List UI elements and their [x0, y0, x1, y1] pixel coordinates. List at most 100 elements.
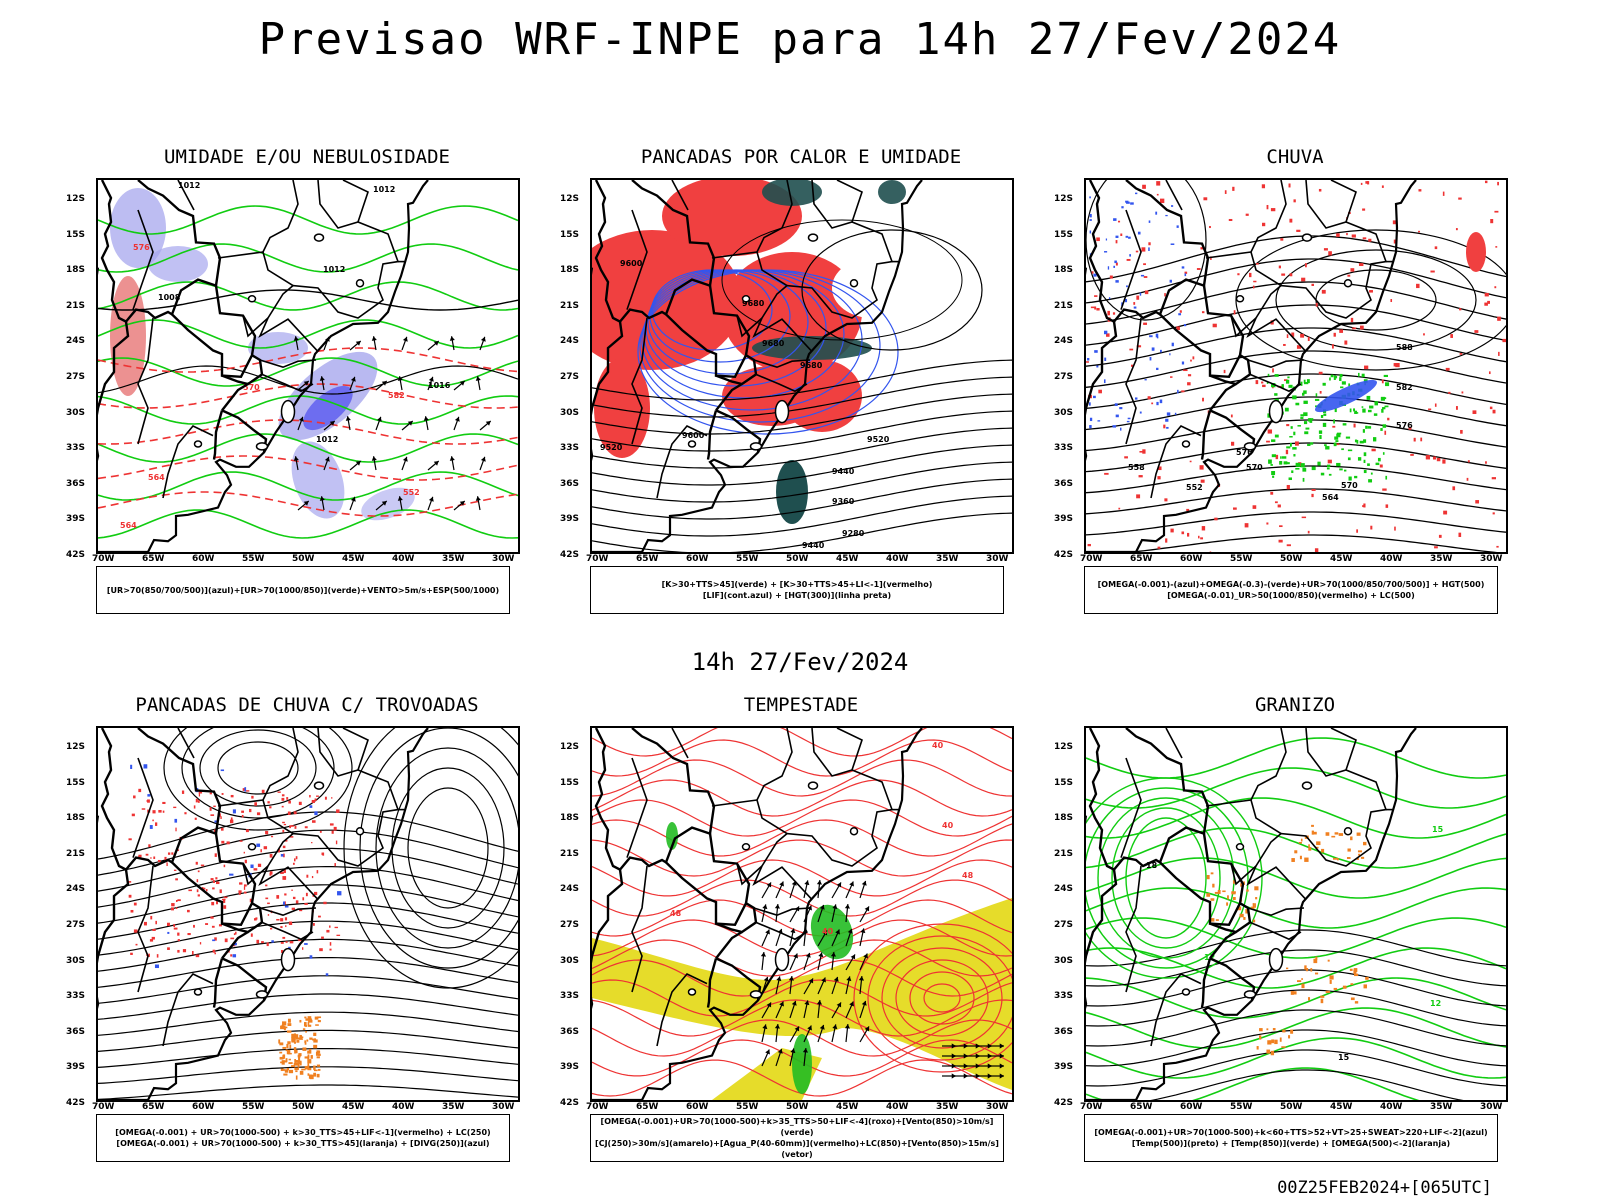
contour-label: 582	[1396, 383, 1413, 392]
lon-tick-label: 65W	[142, 1102, 165, 1112]
legend-line: [OMEGA(-0.001)+UR>70(1000-500)+k<60+TTS>…	[1094, 1128, 1488, 1137]
lat-tick-label: 36S	[560, 478, 580, 489]
contour-label: 1008	[158, 293, 181, 302]
contour-label: 9280	[842, 529, 865, 538]
contour-label: 1012	[323, 265, 345, 274]
lat-tick-label: 27S	[66, 372, 86, 382]
panel-title: GRANIZO	[1254, 694, 1336, 716]
lat-tick-label: 39S	[560, 1062, 580, 1073]
legend-line: [CJ(250)>30m/s](amarelo)+[Agua_P(40-60mm…	[595, 1139, 999, 1159]
lat-tick-label: 15S	[560, 777, 580, 788]
map-plot: 1012 1012 1012 1008 1016 1012 576 570 564 582 552 5…	[96, 178, 520, 554]
lon-tick-label: 65W	[636, 554, 659, 564]
lon-tick-label: 30W	[492, 1102, 515, 1112]
contour-label: 564	[120, 521, 137, 530]
lon-tick-label: 40W	[392, 554, 415, 564]
lon-tick-label: 30W	[1480, 554, 1503, 564]
contour-label: 552	[1186, 483, 1203, 492]
lat-tick-label: 39S	[560, 514, 580, 525]
lat-tick-label: 21S	[560, 848, 580, 859]
panel-tempestade: TEMPESTADE 40 40 48 48 40 12S 15S 18S 21S 24S 27S 30…	[556, 694, 1046, 1174]
lat-tick-label: 27S	[66, 920, 86, 930]
legend-box: [OMEGA(-0.001)-(azul)+OMEGA(-0.3)-(verde…	[1084, 566, 1498, 614]
lat-tick-label: 33S	[1054, 443, 1074, 454]
lat-tick-label: 15S	[66, 777, 86, 788]
contour-label: 18	[1146, 861, 1158, 870]
contour-label: 576	[133, 243, 150, 252]
lat-tick-label: 18S	[66, 813, 86, 824]
legend-line: [K>30+TTS>45](verde) + [K>30+TTS>45+LI<-…	[661, 580, 933, 589]
map-canvas: 9600 9680 9680 9520 9600 9520 9440 9360 9280 9440…	[592, 180, 1012, 552]
lon-tick-label: 65W	[142, 554, 165, 564]
contour-label: 588	[1396, 343, 1413, 352]
legend-line: [UR>70(850/700/500)](azul)+[UR>70(1000/8…	[106, 585, 500, 595]
lat-tick-label: 21S	[1054, 300, 1074, 311]
lon-tick-label: 45W	[836, 554, 859, 564]
contour-label: 9360	[832, 497, 855, 506]
lat-tick-label: 33S	[66, 991, 86, 1002]
lat-tick-label: 21S	[560, 300, 580, 311]
lon-tick-label: 60W	[192, 554, 215, 564]
contour-label: 48	[670, 909, 682, 918]
legend-line: [LIF](cont.azul) + [HGT(300)](linha pret…	[702, 591, 892, 600]
panel-pancadas-trovoadas: PANCADAS DE CHUVA C/ TROVOADAS 12S 15S 18S 2…	[62, 694, 552, 1174]
lat-tick-label: 24S	[560, 336, 580, 347]
lon-tick-label: 55W	[736, 1102, 759, 1112]
lat-tick-label: 24S	[1054, 336, 1074, 347]
map-plot: 15 18 12 15 12	[1084, 726, 1508, 1102]
map-plot	[96, 726, 520, 1102]
contour-label: 15	[1338, 1053, 1350, 1062]
contour-label: 564	[1322, 493, 1339, 502]
lon-tick-label: 55W	[1230, 554, 1253, 564]
lat-tick-label: 27S	[560, 372, 580, 382]
map-canvas: 1012 1012 1012 1008 1016 1012 576 570 564 582 552 5…	[98, 180, 518, 552]
lon-tick-label: 40W	[886, 554, 909, 564]
lat-tick-label: 18S	[560, 813, 580, 824]
contour-label: 1012	[373, 185, 395, 194]
lat-tick-label: 24S	[66, 884, 86, 895]
contour-label: 558	[1128, 463, 1145, 472]
contour-label: 40	[942, 821, 954, 830]
lon-tick-label: 45W	[342, 554, 365, 564]
lon-tick-label: 45W	[342, 1102, 365, 1112]
contour-label: 9520	[600, 443, 623, 452]
panel-title: TEMPESTADE	[743, 694, 859, 716]
lat-tick-label: 36S	[66, 478, 86, 489]
lon-tick-label: 70W	[586, 1102, 609, 1112]
legend-box: [OMEGA(-0.001)+UR>70(1000-500)+k<60+TTS>…	[1084, 1114, 1498, 1162]
legend-line: [Temp(500)](preto) + [Temp(850)](verde) …	[1131, 1139, 1451, 1148]
legend-line: [OMEGA(-0.001)-(azul)+OMEGA(-0.3)-(verde…	[1097, 580, 1485, 589]
lat-tick-label: 27S	[1054, 920, 1074, 930]
page-title: Previsao WRF-INPE para 14h 27/Fev/2024	[258, 14, 1342, 65]
lat-tick-label: 12S	[560, 194, 580, 204]
lat-tick-label: 36S	[560, 1026, 580, 1037]
panel-title: CHUVA	[1266, 146, 1324, 168]
contour-label: 9600	[620, 259, 643, 268]
forecast-time-label: 14h 27/Fev/2024	[691, 648, 909, 676]
lon-tick-label: 60W	[192, 1102, 215, 1112]
contour-label: 9680	[800, 361, 823, 370]
lat-tick-label: 33S	[560, 991, 580, 1002]
contour-label: 9680	[762, 339, 785, 348]
lat-tick-label: 42S	[560, 550, 580, 560]
map-canvas	[98, 728, 518, 1100]
lon-tick-label: 55W	[736, 554, 759, 564]
panel-granizo: GRANIZO 15 18 12 15 12 12S 15S 18S 21S 24S 27S 30S 33…	[1050, 694, 1540, 1174]
lat-tick-label: 15S	[1054, 229, 1074, 240]
lat-tick-label: 24S	[1054, 884, 1074, 895]
lon-tick-label: 50W	[786, 554, 809, 564]
lat-tick-label: 39S	[66, 514, 86, 525]
contour-label: 576	[1236, 448, 1253, 457]
lat-tick-label: 24S	[560, 884, 580, 895]
lat-tick-label: 36S	[1054, 478, 1074, 489]
legend-line: [OMEGA(-0.001) + UR>70(1000-500) + k>30_…	[116, 1139, 490, 1148]
lon-tick-label: 70W	[92, 554, 115, 564]
lat-tick-label: 27S	[560, 920, 580, 930]
lon-tick-label: 45W	[1330, 554, 1353, 564]
contour-label: 40	[822, 927, 834, 936]
lat-tick-label: 18S	[66, 265, 86, 276]
legend-box: [K>30+TTS>45](verde) + [K>30+TTS>45+LI<-…	[590, 566, 1004, 614]
map-canvas: 40 40 48 48 40	[592, 728, 1012, 1100]
lat-tick-label: 42S	[560, 1098, 580, 1108]
